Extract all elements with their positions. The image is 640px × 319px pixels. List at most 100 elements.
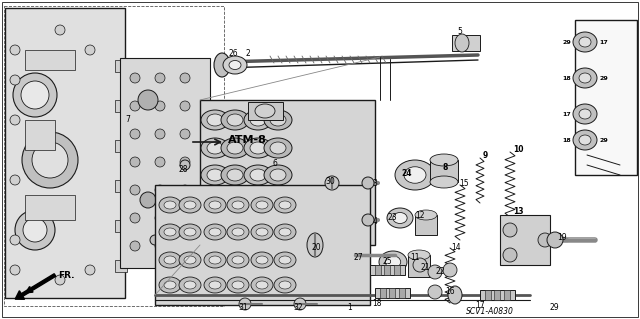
Text: 9: 9	[483, 152, 488, 160]
Ellipse shape	[251, 197, 273, 213]
Ellipse shape	[229, 61, 241, 70]
Ellipse shape	[10, 235, 20, 245]
Ellipse shape	[264, 138, 292, 158]
Bar	[384, 265, 390, 275]
Text: SCV1-A0830: SCV1-A0830	[466, 308, 514, 316]
Ellipse shape	[430, 154, 458, 166]
Ellipse shape	[207, 169, 223, 181]
Ellipse shape	[130, 241, 140, 251]
Ellipse shape	[55, 275, 65, 285]
Ellipse shape	[250, 142, 266, 154]
Bar	[5, 8, 125, 298]
Ellipse shape	[227, 224, 249, 240]
Bar	[4, 6, 224, 306]
Ellipse shape	[573, 68, 597, 88]
Text: 26: 26	[228, 48, 238, 57]
Ellipse shape	[55, 25, 65, 35]
Ellipse shape	[209, 256, 221, 264]
Bar	[115, 260, 127, 272]
Bar	[485, 290, 491, 300]
Text: 24: 24	[402, 168, 412, 177]
Text: 27: 27	[353, 254, 363, 263]
Ellipse shape	[207, 142, 223, 154]
Ellipse shape	[270, 142, 286, 154]
Ellipse shape	[250, 196, 266, 208]
Bar	[115, 60, 127, 72]
Bar	[25, 120, 55, 150]
Ellipse shape	[201, 165, 229, 185]
Bar	[500, 215, 550, 265]
Ellipse shape	[155, 73, 165, 83]
Ellipse shape	[503, 223, 517, 237]
Ellipse shape	[204, 197, 226, 213]
Text: 17: 17	[563, 112, 571, 116]
Ellipse shape	[209, 201, 221, 209]
Text: 4: 4	[372, 218, 378, 226]
Text: 2: 2	[246, 49, 250, 58]
Ellipse shape	[455, 34, 469, 52]
Ellipse shape	[159, 197, 181, 213]
Text: 18: 18	[563, 76, 571, 80]
Bar	[494, 290, 500, 300]
Text: 8: 8	[442, 164, 448, 173]
Ellipse shape	[379, 251, 407, 273]
Text: FR.: FR.	[58, 271, 74, 279]
Ellipse shape	[251, 277, 273, 293]
Ellipse shape	[221, 138, 249, 158]
Ellipse shape	[573, 104, 597, 124]
Ellipse shape	[404, 167, 426, 183]
Ellipse shape	[250, 114, 266, 126]
Text: ATM-8: ATM-8	[228, 135, 267, 145]
Ellipse shape	[274, 252, 296, 268]
Bar	[399, 288, 405, 298]
Bar	[375, 265, 381, 275]
Ellipse shape	[155, 241, 165, 251]
Text: 23: 23	[387, 213, 397, 222]
Ellipse shape	[180, 160, 190, 170]
Ellipse shape	[579, 135, 591, 145]
Ellipse shape	[221, 165, 249, 185]
Text: 22: 22	[435, 268, 445, 277]
Ellipse shape	[264, 192, 292, 212]
Ellipse shape	[256, 281, 268, 289]
Ellipse shape	[579, 109, 591, 119]
Ellipse shape	[159, 224, 181, 240]
Ellipse shape	[150, 235, 160, 245]
Bar	[452, 35, 480, 51]
Bar	[120, 58, 210, 268]
Ellipse shape	[221, 192, 249, 212]
Ellipse shape	[244, 165, 272, 185]
Ellipse shape	[579, 37, 591, 47]
Bar	[408, 255, 430, 277]
Ellipse shape	[10, 265, 20, 275]
Ellipse shape	[430, 176, 458, 188]
Ellipse shape	[279, 228, 291, 236]
Bar	[248, 102, 283, 120]
Ellipse shape	[214, 53, 230, 77]
Ellipse shape	[573, 32, 597, 52]
Text: 18: 18	[563, 137, 571, 143]
Text: 19: 19	[557, 234, 567, 242]
Ellipse shape	[130, 157, 140, 167]
Ellipse shape	[270, 196, 286, 208]
Text: 29: 29	[599, 137, 608, 143]
Ellipse shape	[223, 56, 247, 74]
Ellipse shape	[209, 228, 221, 236]
Text: 25: 25	[382, 257, 392, 266]
Ellipse shape	[180, 73, 190, 83]
Bar	[394, 265, 400, 275]
Text: 28: 28	[179, 166, 188, 174]
Ellipse shape	[227, 252, 249, 268]
Text: 29: 29	[549, 303, 559, 313]
Bar	[375, 288, 410, 298]
Bar	[370, 265, 405, 275]
Ellipse shape	[164, 201, 176, 209]
Ellipse shape	[274, 224, 296, 240]
Ellipse shape	[362, 214, 374, 226]
Ellipse shape	[255, 104, 275, 118]
Text: 18: 18	[372, 299, 381, 308]
Ellipse shape	[232, 201, 244, 209]
Ellipse shape	[180, 101, 190, 111]
Text: 7: 7	[125, 115, 131, 124]
Ellipse shape	[155, 101, 165, 111]
